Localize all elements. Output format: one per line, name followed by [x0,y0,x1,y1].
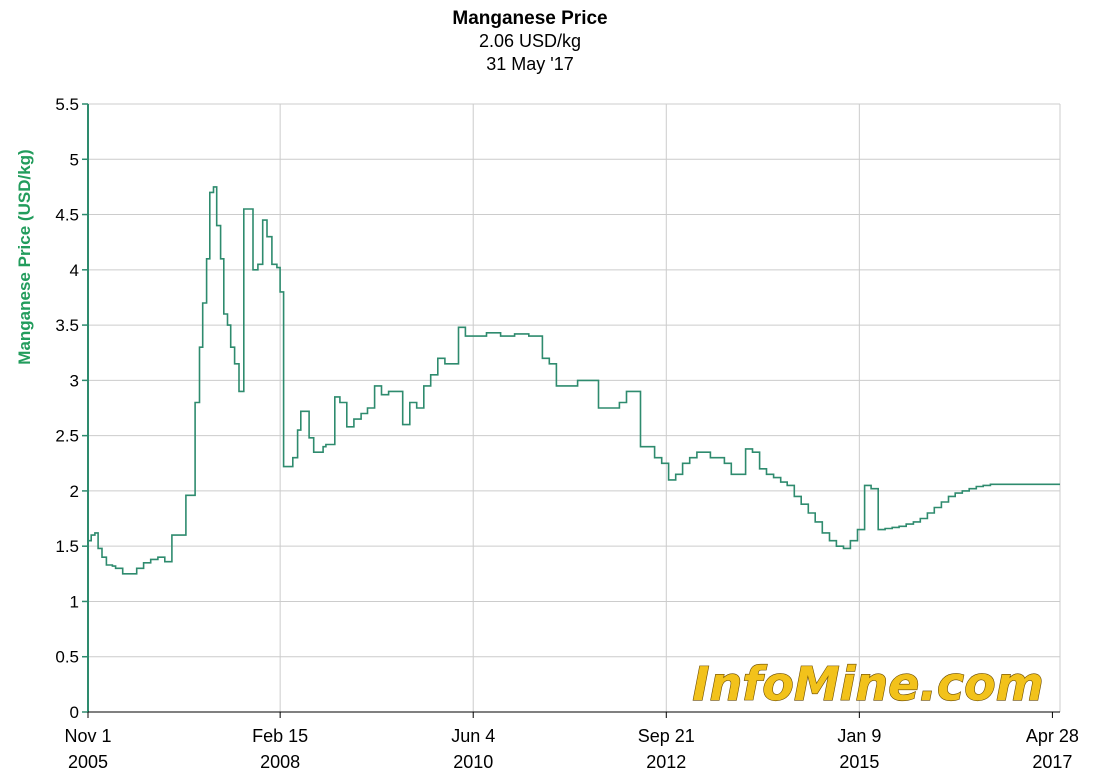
y-tick-label: 2.5 [55,427,79,446]
x-tick-year-label: 2012 [646,752,686,772]
y-tick-label: 2 [70,482,79,501]
y-tick-label: 5.5 [55,95,79,114]
chart-subtitle-date: 31 May '17 [486,54,574,74]
y-tick-label: 5 [70,150,79,169]
chart-subtitle-price: 2.06 USD/kg [479,31,581,51]
x-tick-label: Jun 4 [451,726,495,746]
x-tick-year-label: 2008 [260,752,300,772]
y-axis-label: Manganese Price (USD/kg) [15,149,34,364]
y-tick-label: 1 [70,592,79,611]
y-tick-label: 0.5 [55,648,79,667]
plot-grid [88,103,1061,713]
x-tick-label: Nov 1 [64,726,111,746]
x-tick-year-label: 2015 [839,752,879,772]
y-tick-label: 4.5 [55,206,79,225]
x-tick-label: Feb 15 [252,726,308,746]
infomine-watermark: InfoMine.com [692,657,1043,711]
chart-title: Manganese Price [452,8,607,29]
x-axis-ticks: Nov 1 2005 Feb 15 2008 Jun 4 2010 Sep 21 2012 Ja… [64,712,1079,772]
y-tick-label: 0 [70,703,79,722]
series-line [88,186,1060,575]
y-tick-label: 1.5 [55,537,79,556]
y-tick-label: 3 [70,371,79,390]
y-tick-label: 3.5 [55,316,79,335]
x-tick-year-label: 2010 [453,752,493,772]
y-tick-label: 4 [70,261,79,280]
x-tick-year-label: 2017 [1032,752,1072,772]
x-tick-label: Apr 28 [1026,726,1079,746]
y-axis-ticks: 0 0.5 1 1.5 2 2.5 3 3.5 4 4.5 5 5.5 [55,95,88,722]
x-tick-label: Jan 9 [837,726,881,746]
x-tick-label: Sep 21 [638,726,695,746]
x-tick-year-label: 2005 [68,752,108,772]
